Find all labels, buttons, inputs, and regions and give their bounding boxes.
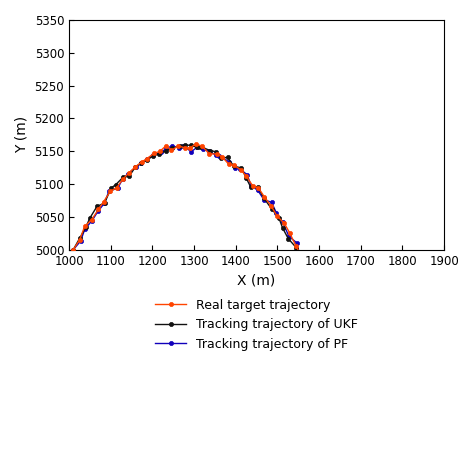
Tracking trajectory of UKF [177, 143, 182, 149]
Line: Tracking trajectory of UKF: Tracking trajectory of UKF [71, 143, 439, 474]
Y-axis label: Y (m): Y (m) [15, 116, 29, 154]
Tracking trajectory of UKF [182, 142, 188, 148]
Tracking trajectory of PF [305, 265, 310, 271]
Tracking trajectory of PF [70, 247, 76, 253]
Tracking trajectory of UKF [194, 145, 200, 150]
Tracking trajectory of PF [194, 145, 200, 150]
Real target trajectory [306, 264, 312, 270]
Real target trajectory [164, 143, 169, 148]
Legend: Real target trajectory, Tracking trajectory of UKF, Tracking trajectory of PF: Real target trajectory, Tracking traject… [149, 293, 365, 357]
Real target trajectory [132, 164, 138, 170]
X-axis label: X (m): X (m) [237, 273, 276, 287]
Tracking trajectory of PF [200, 146, 206, 152]
Real target trajectory [187, 145, 193, 151]
Real target trajectory [199, 143, 205, 149]
Tracking trajectory of UKF [70, 247, 76, 253]
Tracking trajectory of UKF [163, 148, 169, 154]
Tracking trajectory of PF [133, 164, 139, 170]
Line: Tracking trajectory of PF: Tracking trajectory of PF [71, 144, 440, 474]
Tracking trajectory of UKF [198, 144, 203, 149]
Tracking trajectory of UKF [306, 268, 311, 273]
Real target trajectory [193, 141, 199, 147]
Real target trajectory [70, 247, 76, 253]
Tracking trajectory of PF [180, 143, 186, 148]
Real target trajectory [175, 143, 181, 149]
Tracking trajectory of UKF [132, 164, 138, 170]
Line: Real target trajectory: Real target trajectory [71, 142, 440, 474]
Tracking trajectory of PF [176, 145, 182, 151]
Tracking trajectory of PF [164, 146, 169, 151]
